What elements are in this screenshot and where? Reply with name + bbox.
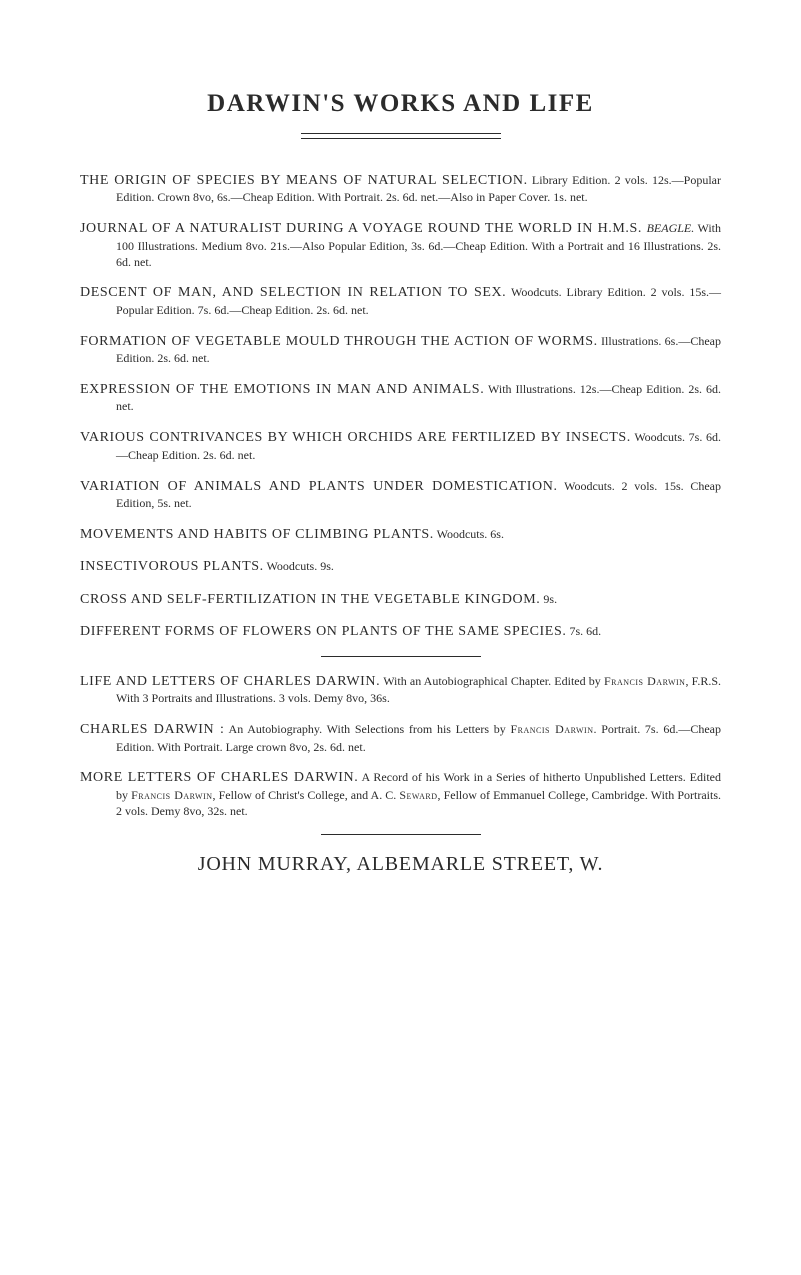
section-divider-2 [321,834,481,835]
entry-title: LIFE AND LETTERS OF CHARLES DARWIN. [80,674,380,689]
catalog-entry: EXPRESSION OF THE EMOTIONS IN MAN AND AN… [80,381,721,415]
entry-body: 9s. [540,592,557,606]
catalog-entry: JOURNAL OF A NATURALIST DURING A VOYAGE … [80,220,721,270]
catalog-entry: CROSS AND SELF-FERTILIZATION IN THE VEGE… [80,591,721,609]
catalog-entry: VARIATION OF ANIMALS AND PLANTS UNDER DO… [80,478,721,512]
publisher-line: JOHN MURRAY, ALBEMARLE STREET, W. [80,853,721,876]
entry-title: EXPRESSION OF THE EMOTIONS IN MAN AND AN… [80,382,484,397]
section-divider-1 [321,656,481,657]
life-list: LIFE AND LETTERS OF CHARLES DARWIN. With… [80,673,721,820]
works-list: THE ORIGIN OF SPECIES BY MEANS OF NATURA… [80,172,721,642]
entry-title: DESCENT OF MAN, AND SELECTION IN RELATIO… [80,285,506,300]
catalog-entry: MORE LETTERS OF CHARLES DARWIN. A Record… [80,769,721,819]
catalog-entry: VARIOUS CONTRIVANCES BY WHICH ORCHIDS AR… [80,429,721,463]
page-title: DARWIN'S WORKS AND LIFE [80,90,721,118]
catalog-entry: THE ORIGIN OF SPECIES BY MEANS OF NATURA… [80,172,721,206]
entry-title: MORE LETTERS OF CHARLES DARWIN. [80,770,358,785]
entry-title: INSECTIVOROUS PLANTS. [80,559,264,574]
page: DARWIN'S WORKS AND LIFE THE ORIGIN OF SP… [0,0,801,1275]
entry-title: FORMATION OF VEGETABLE MOULD THROUGH THE… [80,334,598,349]
entry-title: THE ORIGIN OF SPECIES BY MEANS OF NATURA… [80,173,528,188]
title-rule [80,128,721,144]
entry-body: Woodcuts. 9s. [264,559,334,573]
catalog-entry: DIFFERENT FORMS OF FLOWERS ON PLANTS OF … [80,623,721,641]
entry-title: CHARLES DARWIN : [80,722,224,737]
entry-body: Woodcuts. 6s. [434,527,504,541]
catalog-entry: FORMATION OF VEGETABLE MOULD THROUGH THE… [80,333,721,367]
catalog-entry: INSECTIVOROUS PLANTS. Woodcuts. 9s. [80,558,721,576]
catalog-entry: LIFE AND LETTERS OF CHARLES DARWIN. With… [80,673,721,707]
entry-title: VARIOUS CONTRIVANCES BY WHICH ORCHIDS AR… [80,430,631,445]
entry-title: DIFFERENT FORMS OF FLOWERS ON PLANTS OF … [80,624,566,639]
entry-body: 7s. 6d. [566,624,601,638]
catalog-entry: MOVEMENTS AND HABITS OF CLIMBING PLANTS.… [80,526,721,544]
entry-title: VARIATION OF ANIMALS AND PLANTS UNDER DO… [80,479,558,494]
catalog-entry: DESCENT OF MAN, AND SELECTION IN RELATIO… [80,284,721,318]
entry-title: CROSS AND SELF-FERTILIZATION IN THE VEGE… [80,592,540,607]
catalog-entry: CHARLES DARWIN : An Autobiography. With … [80,721,721,755]
entry-title: MOVEMENTS AND HABITS OF CLIMBING PLANTS. [80,527,434,542]
entry-title: JOURNAL OF A NATURALIST DURING A VOYAGE … [80,221,647,236]
